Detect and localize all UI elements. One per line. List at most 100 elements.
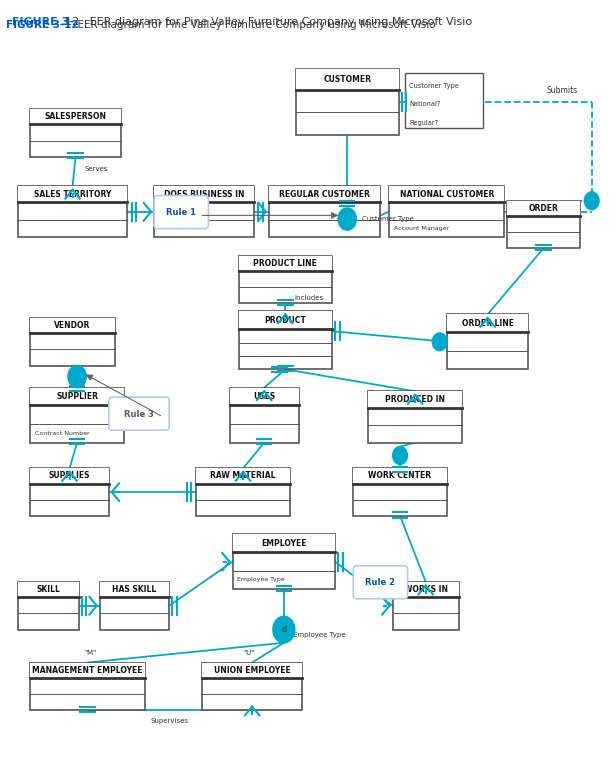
Text: Customer Type: Customer Type [410,83,460,89]
Text: UNION EMPLOYEE: UNION EMPLOYEE [214,666,291,675]
Text: NATIONAL CUSTOMER: NATIONAL CUSTOMER [400,190,494,199]
FancyBboxPatch shape [18,582,79,630]
FancyBboxPatch shape [238,256,332,271]
Text: SALESPERSON: SALESPERSON [44,112,107,122]
Text: Includes: Includes [294,295,323,301]
FancyBboxPatch shape [269,186,381,202]
Text: SALES TERRITORY: SALES TERRITORY [34,190,111,199]
Text: PRODUCT: PRODUCT [264,316,306,325]
FancyBboxPatch shape [368,391,462,443]
FancyBboxPatch shape [30,109,121,125]
FancyBboxPatch shape [154,186,254,238]
Text: SKILL: SKILL [36,585,60,594]
FancyBboxPatch shape [109,397,169,430]
Text: WORK CENTER: WORK CENTER [368,471,432,481]
FancyBboxPatch shape [238,310,332,369]
Text: PRODUCED IN: PRODUCED IN [385,395,445,404]
Text: Employee Type: Employee Type [237,577,285,583]
FancyBboxPatch shape [296,69,399,90]
FancyBboxPatch shape [230,387,299,405]
Circle shape [432,333,447,350]
Text: d: d [281,625,286,634]
FancyBboxPatch shape [354,468,447,484]
FancyBboxPatch shape [154,186,254,202]
FancyBboxPatch shape [392,582,459,597]
FancyBboxPatch shape [18,186,127,202]
Text: HAS SKILL: HAS SKILL [112,585,156,594]
FancyBboxPatch shape [354,468,447,516]
Text: RAW MATERIAL: RAW MATERIAL [210,471,276,481]
Text: MANAGEMENT EMPLOYEE: MANAGEMENT EMPLOYEE [33,666,143,675]
FancyBboxPatch shape [30,662,145,678]
Text: Rule 2: Rule 2 [365,578,395,587]
Text: Rule 3: Rule 3 [124,409,154,419]
Text: WORKS IN: WORKS IN [403,585,448,594]
FancyBboxPatch shape [238,310,332,329]
Circle shape [68,365,86,387]
Text: DOES BUSINESS IN: DOES BUSINESS IN [164,190,244,199]
FancyBboxPatch shape [30,387,124,405]
FancyBboxPatch shape [230,387,299,443]
Text: FIGURE 3-12: FIGURE 3-12 [6,20,79,30]
Text: ORDER LINE: ORDER LINE [461,318,514,328]
Text: CUSTOMER: CUSTOMER [323,74,371,84]
FancyBboxPatch shape [296,69,399,135]
Text: ORDER: ORDER [529,204,558,212]
FancyBboxPatch shape [30,468,109,484]
FancyBboxPatch shape [30,387,124,443]
FancyBboxPatch shape [507,201,580,249]
Text: Regular?: Regular? [410,120,439,125]
Text: Account Manager: Account Manager [394,226,450,231]
FancyBboxPatch shape [392,582,459,630]
FancyBboxPatch shape [405,73,483,128]
FancyBboxPatch shape [447,314,529,369]
FancyBboxPatch shape [18,186,127,238]
Text: FIGURE 3-: FIGURE 3- [12,16,74,27]
Text: USES: USES [253,392,275,401]
FancyBboxPatch shape [389,186,505,202]
FancyBboxPatch shape [269,186,381,238]
Text: PRODUCT LINE: PRODUCT LINE [253,259,317,268]
Circle shape [393,447,407,464]
FancyBboxPatch shape [197,468,290,484]
Text: "U": "U" [243,650,255,656]
FancyBboxPatch shape [354,566,408,599]
FancyBboxPatch shape [30,662,145,710]
Circle shape [273,616,294,643]
Text: Supervises: Supervises [151,718,189,724]
Text: 12   EER diagram for Pine Valley Furniture Company using Microsoft Visio: 12 EER diagram for Pine Valley Furniture… [65,16,472,27]
FancyBboxPatch shape [30,468,109,516]
FancyBboxPatch shape [233,534,335,552]
Circle shape [585,192,599,209]
FancyBboxPatch shape [447,314,529,332]
FancyBboxPatch shape [203,662,302,710]
FancyBboxPatch shape [30,109,121,157]
Text: Employee Type: Employee Type [293,632,346,638]
FancyBboxPatch shape [389,186,505,238]
Text: National?: National? [410,101,441,107]
FancyBboxPatch shape [100,582,169,597]
Text: VENDOR: VENDOR [54,321,91,330]
FancyBboxPatch shape [203,662,302,678]
Text: EER diagram for Pine Valley Furniture Company using Microsoft Visio: EER diagram for Pine Valley Furniture Co… [71,20,436,30]
Text: Rule 1: Rule 1 [166,208,197,217]
Text: Submits: Submits [546,86,578,95]
FancyBboxPatch shape [18,582,79,597]
FancyBboxPatch shape [233,534,335,590]
FancyBboxPatch shape [154,195,208,229]
FancyBboxPatch shape [368,391,462,408]
Text: "M": "M" [84,650,97,656]
Circle shape [338,208,356,230]
FancyBboxPatch shape [197,468,290,516]
Text: Contract Number: Contract Number [35,430,90,436]
FancyBboxPatch shape [507,201,580,216]
Text: SUPPLIES: SUPPLIES [49,471,91,481]
Text: Customer Type: Customer Type [362,216,414,222]
FancyBboxPatch shape [30,318,115,333]
FancyBboxPatch shape [30,318,115,365]
Text: Serves: Serves [84,166,108,172]
FancyBboxPatch shape [238,256,332,303]
Text: SUPPLIER: SUPPLIER [56,392,98,401]
FancyBboxPatch shape [100,582,169,630]
Text: EMPLOYEE: EMPLOYEE [261,539,307,547]
